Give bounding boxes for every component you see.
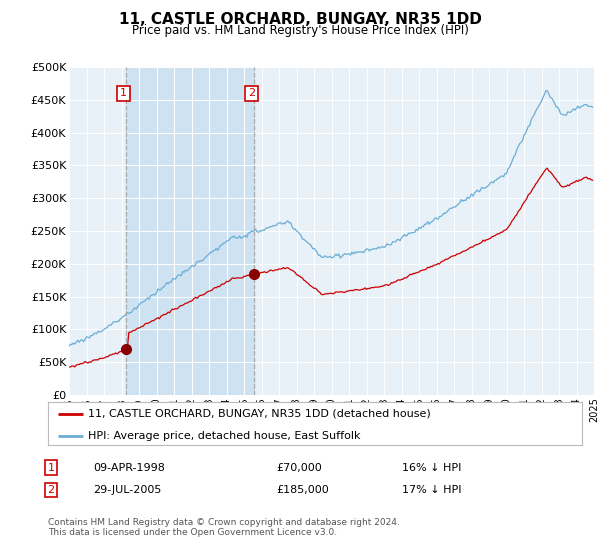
Text: Contains HM Land Registry data © Crown copyright and database right 2024.
This d: Contains HM Land Registry data © Crown c…	[48, 518, 400, 538]
Text: Price paid vs. HM Land Registry's House Price Index (HPI): Price paid vs. HM Land Registry's House …	[131, 24, 469, 36]
Text: £185,000: £185,000	[276, 485, 329, 495]
Bar	[126, 67, 254, 395]
Text: 29-JUL-2005: 29-JUL-2005	[93, 485, 161, 495]
Text: 2: 2	[47, 485, 55, 495]
Text: 16% ↓ HPI: 16% ↓ HPI	[402, 463, 461, 473]
Text: 2: 2	[248, 88, 255, 99]
Text: 11, CASTLE ORCHARD, BUNGAY, NR35 1DD: 11, CASTLE ORCHARD, BUNGAY, NR35 1DD	[119, 12, 481, 27]
Text: 1: 1	[120, 88, 127, 99]
Text: 17% ↓ HPI: 17% ↓ HPI	[402, 485, 461, 495]
Text: 09-APR-1998: 09-APR-1998	[93, 463, 165, 473]
Text: 11, CASTLE ORCHARD, BUNGAY, NR35 1DD (detached house): 11, CASTLE ORCHARD, BUNGAY, NR35 1DD (de…	[88, 409, 431, 419]
Text: £70,000: £70,000	[276, 463, 322, 473]
Text: 1: 1	[47, 463, 55, 473]
Text: HPI: Average price, detached house, East Suffolk: HPI: Average price, detached house, East…	[88, 431, 361, 441]
